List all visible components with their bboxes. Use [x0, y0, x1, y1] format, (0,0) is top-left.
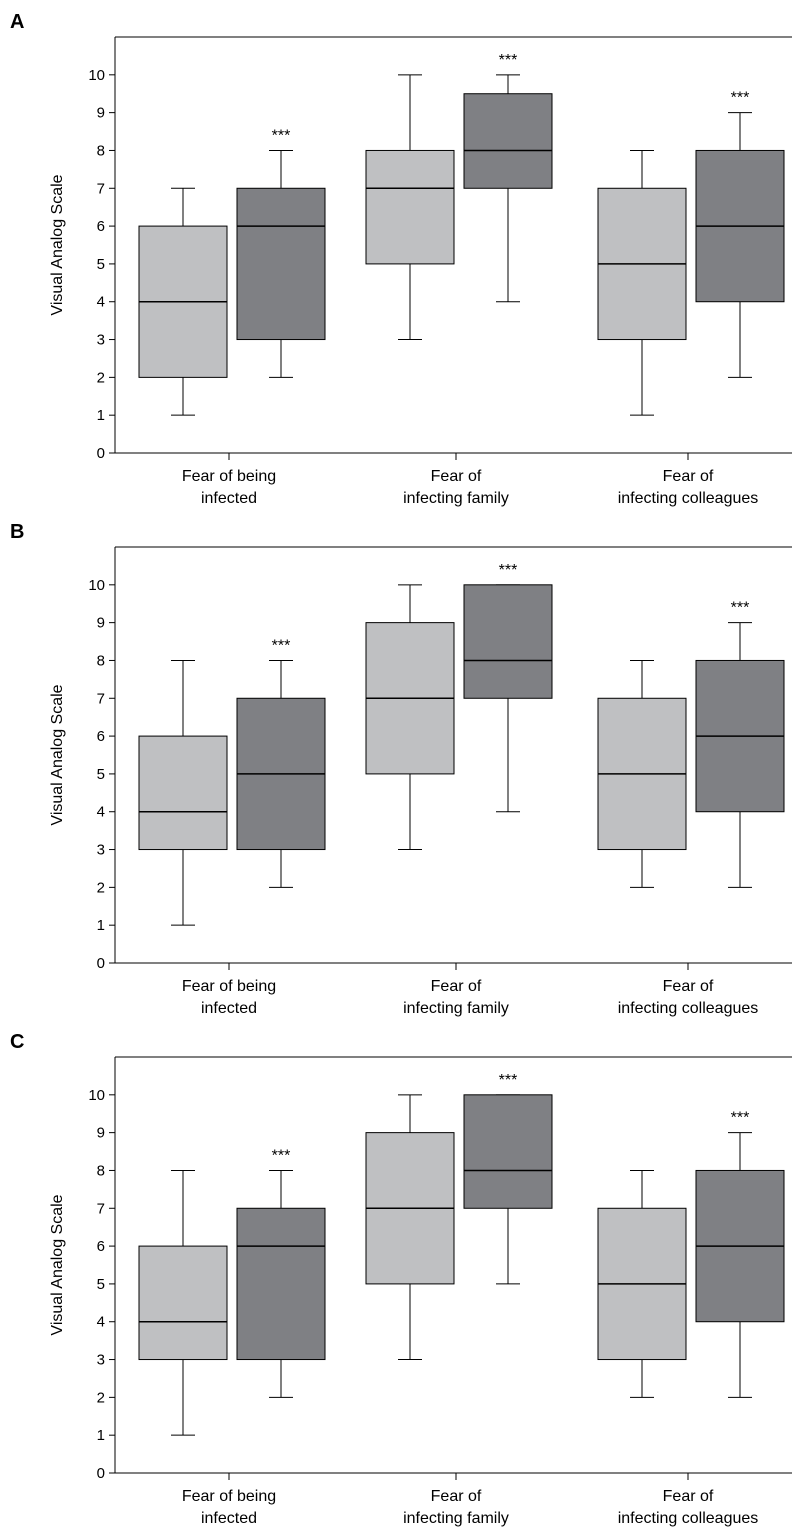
y-axis-label: Visual Analog Scale [49, 684, 66, 825]
category-label-line1: Fear of [431, 1488, 482, 1505]
y-axis-label: Visual Analog Scale [49, 174, 66, 315]
category-label-line2: infecting family [403, 1000, 509, 1017]
box-iqr [463, 584, 553, 699]
category-label-line2: infecting colleagues [618, 490, 759, 507]
y-tick-label: 9 [97, 1125, 105, 1142]
category-label-line2: infecting family [403, 1510, 509, 1527]
y-tick-label: 10 [88, 67, 105, 84]
significance-marker: *** [499, 1072, 518, 1089]
category-label-line1: Fear of being [182, 1488, 276, 1505]
category-label-line1: Fear of [431, 468, 482, 485]
y-tick-label: 0 [97, 445, 105, 462]
significance-marker: *** [731, 600, 750, 617]
box-dark: *** [463, 52, 553, 303]
y-tick-label: 7 [97, 180, 105, 197]
category-label-line1: Fear of [663, 468, 714, 485]
box-iqr [463, 93, 553, 189]
significance-marker: *** [272, 1147, 291, 1164]
box-iqr [138, 1245, 228, 1361]
box-dark: *** [695, 90, 785, 378]
y-tick-label: 1 [97, 917, 105, 934]
significance-marker: *** [731, 1110, 750, 1127]
significance-marker: *** [272, 637, 291, 654]
y-tick-label: 10 [88, 1087, 105, 1104]
box-dark: *** [463, 562, 553, 813]
category-label-line1: Fear of [431, 978, 482, 995]
box-light [365, 74, 455, 341]
significance-marker: *** [499, 562, 518, 579]
box-light [138, 1169, 228, 1436]
box-iqr [138, 735, 228, 851]
significance-marker: *** [272, 127, 291, 144]
y-tick-label: 3 [97, 332, 105, 349]
y-tick-label: 3 [97, 842, 105, 859]
significance-marker: *** [499, 52, 518, 69]
y-tick-label: 9 [97, 105, 105, 122]
box-light [365, 1094, 455, 1361]
box-light [138, 659, 228, 926]
y-tick-label: 3 [97, 1352, 105, 1369]
box-iqr [236, 1207, 326, 1361]
box-light [597, 659, 687, 888]
y-tick-label: 8 [97, 1162, 105, 1179]
category-label-line2: infected [201, 490, 257, 507]
y-tick-label: 10 [88, 577, 105, 594]
category-label-line1: Fear of being [182, 468, 276, 485]
y-tick-label: 2 [97, 879, 105, 896]
box-dark: *** [695, 600, 785, 888]
box-light [365, 584, 455, 851]
panel-letter: C [10, 1031, 24, 1053]
y-tick-label: 2 [97, 369, 105, 386]
chart-c: C 0 1 2 3 4 5 6 7 8 9 10 Visual Analog Scale Fear of … [10, 1031, 792, 1527]
significance-marker: *** [731, 90, 750, 107]
y-tick-label: 8 [97, 142, 105, 159]
y-tick-label: 6 [97, 1238, 105, 1255]
category-label-line2: infecting colleagues [618, 1510, 759, 1527]
y-tick-label: 7 [97, 690, 105, 707]
y-tick-label: 4 [97, 1314, 105, 1331]
panel-b: B 0 1 2 3 4 5 6 7 8 9 10 Visual Analog Scale Fear of … [0, 510, 792, 1020]
y-tick-label: 2 [97, 1389, 105, 1406]
box-light [597, 1169, 687, 1398]
y-axis-label: Visual Analog Scale [49, 1194, 66, 1335]
y-tick-label: 6 [97, 218, 105, 235]
y-tick-label: 1 [97, 1427, 105, 1444]
y-tick-label: 0 [97, 1465, 105, 1482]
box-iqr [236, 187, 326, 341]
category-label-line2: infecting family [403, 490, 509, 507]
y-tick-label: 9 [97, 615, 105, 632]
y-tick-label: 5 [97, 1276, 105, 1293]
box-dark: *** [236, 637, 326, 888]
box-dark: *** [463, 1072, 553, 1285]
panel-letter: A [10, 11, 24, 33]
category-label-line1: Fear of [663, 978, 714, 995]
y-tick-label: 8 [97, 652, 105, 669]
y-tick-label: 5 [97, 256, 105, 273]
y-tick-label: 6 [97, 728, 105, 745]
panel-a: A 0 1 2 3 4 5 6 7 8 9 10 Visual Analog Scale Fear of … [0, 0, 792, 510]
y-tick-label: 7 [97, 1200, 105, 1217]
y-tick-label: 0 [97, 955, 105, 972]
box-dark: *** [236, 127, 326, 378]
y-tick-label: 4 [97, 294, 105, 311]
box-light [597, 149, 687, 416]
box-light [138, 187, 228, 416]
chart-b: B 0 1 2 3 4 5 6 7 8 9 10 Visual Analog Scale Fear of … [10, 521, 792, 1017]
box-dark: *** [695, 1110, 785, 1398]
y-tick-label: 4 [97, 804, 105, 821]
y-tick-label: 1 [97, 407, 105, 424]
category-label-line2: infected [201, 1510, 257, 1527]
y-tick-label: 5 [97, 766, 105, 783]
category-label-line2: infecting colleagues [618, 1000, 759, 1017]
panel-letter: B [10, 521, 24, 543]
category-label-line1: Fear of being [182, 978, 276, 995]
category-label-line2: infected [201, 1000, 257, 1017]
category-label-line1: Fear of [663, 1488, 714, 1505]
box-iqr [365, 149, 455, 265]
chart-a: A 0 1 2 3 4 5 6 7 8 9 10 Visual Analog Scale Fear of … [10, 11, 792, 507]
box-dark: *** [236, 1147, 326, 1398]
box-iqr [463, 1094, 553, 1209]
panel-c: C 0 1 2 3 4 5 6 7 8 9 10 Visual Analog Scale Fear of … [0, 1020, 792, 1530]
